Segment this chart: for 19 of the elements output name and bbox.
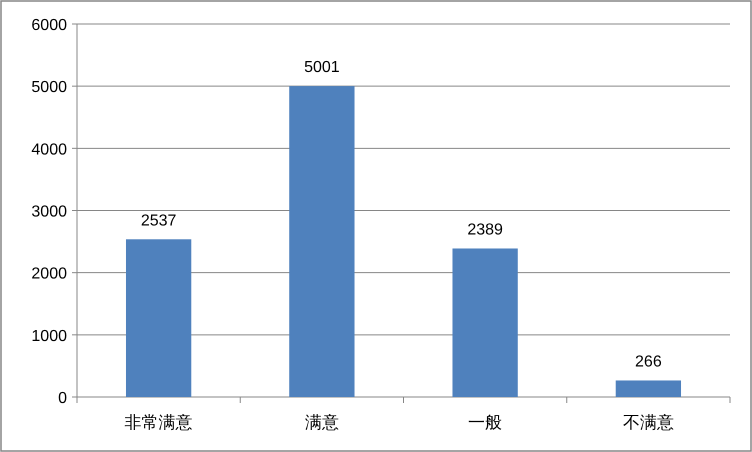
x-tick-label: 非常满意 [124, 413, 193, 432]
bar [616, 380, 682, 397]
y-tick-label: 5000 [31, 79, 68, 96]
x-tick-label: 满意 [304, 413, 339, 432]
y-tick-label: 3000 [31, 204, 68, 220]
y-tick-label: 6000 [31, 17, 68, 34]
data-label: 2537 [140, 212, 177, 230]
x-tick-label: 一般 [468, 413, 502, 432]
y-tick-label: 0 [58, 390, 68, 407]
bar [452, 248, 518, 397]
bar [126, 239, 192, 397]
data-label: 266 [635, 353, 662, 370]
y-tick-label: 1000 [31, 328, 68, 345]
x-tick-label: 不满意 [622, 413, 674, 432]
bar [289, 86, 355, 397]
data-label: 5001 [304, 59, 340, 76]
y-tick-label: 2000 [31, 266, 68, 283]
data-label: 2389 [467, 221, 504, 238]
y-tick-label: 4000 [31, 141, 68, 158]
